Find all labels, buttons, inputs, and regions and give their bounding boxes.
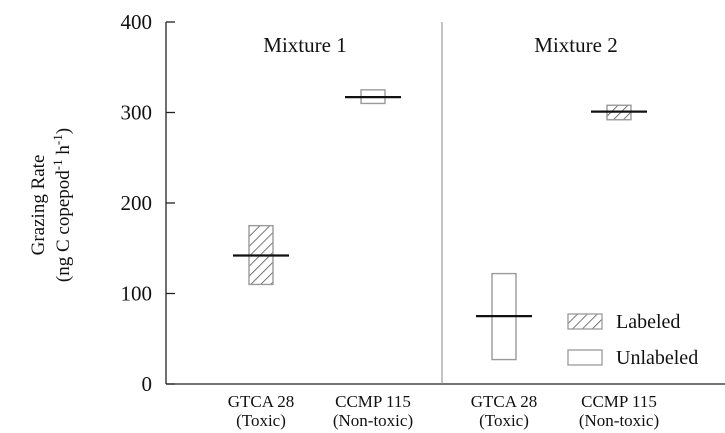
y-tick-label: 100 bbox=[121, 282, 153, 306]
legend-label: Labeled bbox=[616, 311, 680, 333]
x-category-label: CCMP 115 bbox=[581, 392, 657, 411]
y-tick-label: 200 bbox=[121, 191, 153, 215]
legend-swatch-open bbox=[567, 349, 603, 366]
y-tick-label: 0 bbox=[142, 372, 153, 396]
y-tick-label: 300 bbox=[121, 101, 153, 125]
x-category-sublabel: (Non-toxic) bbox=[579, 411, 659, 430]
y-axis-label-superscript: -1 bbox=[50, 134, 65, 145]
y-axis-label-text: h bbox=[53, 145, 74, 160]
x-category-sublabel: (Toxic) bbox=[236, 411, 286, 430]
panel-title: Mixture 2 bbox=[534, 33, 617, 57]
panel-title: Mixture 1 bbox=[263, 33, 346, 57]
legend-swatch-hatched bbox=[567, 313, 603, 330]
y-axis-label-text: (ng C copepod bbox=[53, 170, 74, 282]
y-axis-label-line1: Grazing Rate bbox=[28, 155, 49, 256]
y-axis-label: Grazing Rate (ng C copepod-1 h-1) bbox=[28, 128, 74, 282]
y-axis-label-line2: (ng C copepod-1 h-1) bbox=[50, 128, 74, 282]
x-category-label: GTCA 28 bbox=[228, 392, 295, 411]
y-axis-label-superscript: -1 bbox=[50, 159, 65, 170]
x-category-label: GTCA 28 bbox=[471, 392, 538, 411]
x-category-sublabel: (Non-toxic) bbox=[333, 411, 413, 430]
y-axis-label-text: ) bbox=[53, 128, 74, 134]
legend-label: Unlabeled bbox=[616, 347, 698, 369]
x-category-label: CCMP 115 bbox=[335, 392, 411, 411]
x-category-sublabel: (Toxic) bbox=[479, 411, 529, 430]
y-tick-label: 400 bbox=[121, 10, 153, 34]
